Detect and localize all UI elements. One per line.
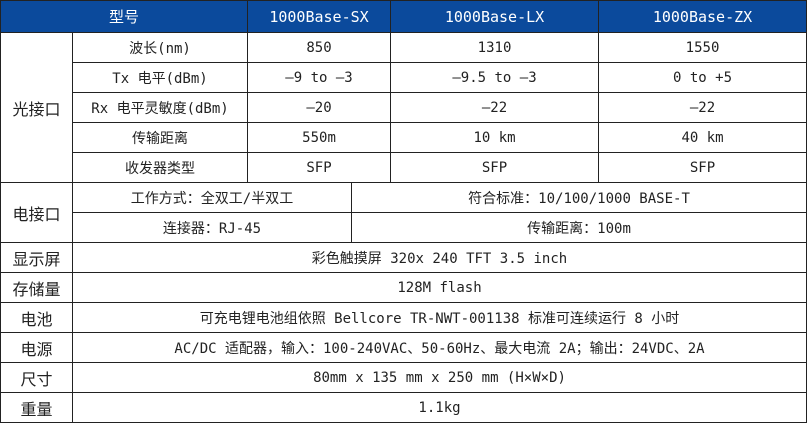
cell-zx: 0 to +5	[598, 62, 808, 93]
cell-lx: SFP	[390, 152, 600, 183]
spec-label: 重量	[0, 392, 73, 423]
cell-lx: —22	[390, 92, 600, 123]
table-row: 尺寸 80mm x 135 mm x 250 mm (H×W×D)	[0, 362, 808, 393]
spec-value: 可充电锂电池组依照 Bellcore TR-NWT-001138 标准可连续运行…	[71, 302, 808, 333]
row-label: 收发器类型	[71, 152, 249, 183]
spec-label: 尺寸	[0, 362, 73, 393]
table-row: 电池 可充电锂电池组依照 Bellcore TR-NWT-001138 标准可连续…	[0, 302, 808, 333]
cell-sx: —20	[247, 92, 392, 123]
spec-value: 80mm x 135 mm x 250 mm (H×W×D)	[71, 362, 808, 393]
table-row: 电源 AC/DC 适配器，输入：100-240VAC、50-60Hz、最大电流 2…	[0, 332, 808, 363]
spec-value: 128M flash	[71, 272, 808, 303]
header-zx: 1000Base-ZX	[598, 0, 808, 33]
table-row: 存储量 128M flash	[0, 272, 808, 303]
cell-zx: 1550	[598, 32, 808, 63]
cell-sx: —9 to —3	[247, 62, 392, 93]
header-model: 型号	[0, 0, 249, 33]
table-row: 连接器：RJ-45 传输距离：100m	[1, 212, 808, 243]
electrical-category: 电接口	[0, 182, 73, 243]
spec-value: 1.1kg	[71, 392, 808, 423]
electrical-mode: 工作方式：全双工/半双工	[71, 182, 353, 213]
optical-category: 光接口	[0, 32, 73, 183]
electrical-standard: 符合标准：10/100/1000 BASE-T	[351, 182, 808, 213]
table-row: 电接口 工作方式：全双工/半双工 符合标准：10/100/1000 BASE-T	[0, 182, 808, 243]
cell-lx: 1310	[390, 32, 600, 63]
spec-label: 电源	[0, 332, 73, 363]
cell-lx: —9.5 to —3	[390, 62, 600, 93]
table-row: 光接口 波长(nm) 850 1310 1550	[0, 32, 808, 183]
table-row: 重量 1.1kg	[0, 392, 808, 423]
table-row: Tx 电平(dBm) —9 to —3 —9.5 to —3 0 to +5	[1, 62, 808, 93]
table-row: 显示屏 彩色触摸屏 320x 240 TFT 3.5 inch	[0, 242, 808, 273]
spec-label: 存储量	[0, 272, 73, 303]
table-row: Rx 电平灵敏度(dBm) —20 —22 —22	[1, 92, 808, 123]
header-sx: 1000Base-SX	[247, 0, 392, 33]
cell-sx: SFP	[247, 152, 392, 183]
spec-label: 电池	[0, 302, 73, 333]
cell-sx: 550m	[247, 122, 392, 153]
row-label: 传输距离	[71, 122, 249, 153]
cell-zx: —22	[598, 92, 808, 123]
spec-value: 彩色触摸屏 320x 240 TFT 3.5 inch	[71, 242, 808, 273]
cell-lx: 10 km	[390, 122, 600, 153]
table-row: 传输距离 550m 10 km 40 km	[1, 122, 808, 153]
table-row: 收发器类型 SFP SFP SFP	[1, 152, 808, 183]
cell-zx: 40 km	[598, 122, 808, 153]
header-row: 型号 1000Base-SX 1000Base-LX 1000Base-ZX	[0, 0, 808, 33]
row-label: Tx 电平(dBm)	[71, 62, 249, 93]
row-label: 波长(nm)	[71, 32, 249, 63]
row-label: Rx 电平灵敏度(dBm)	[71, 92, 249, 123]
cell-sx: 850	[247, 32, 392, 63]
spec-label: 显示屏	[0, 242, 73, 273]
electrical-connector: 连接器：RJ-45	[71, 212, 353, 243]
spec-value: AC/DC 适配器，输入：100-240VAC、50-60Hz、最大电流 2A；…	[71, 332, 808, 363]
header-lx: 1000Base-LX	[390, 0, 600, 33]
cell-zx: SFP	[598, 152, 808, 183]
electrical-distance: 传输距离：100m	[351, 212, 808, 243]
